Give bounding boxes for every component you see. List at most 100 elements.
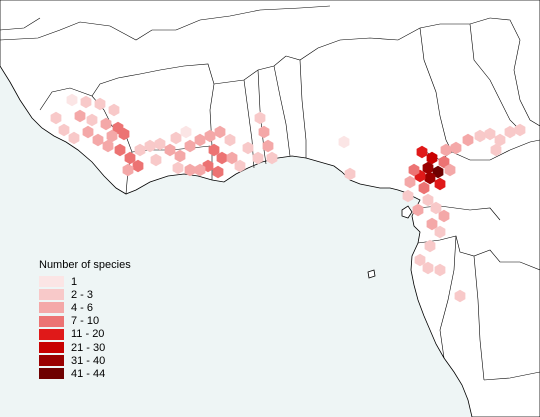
hex-cell [66, 93, 78, 107]
hex-cell [180, 125, 192, 139]
legend-label: 41 - 44 [71, 367, 106, 380]
hex-cell [408, 163, 420, 177]
hex-cell [422, 193, 434, 207]
legend-label: 1 [71, 275, 78, 288]
hex-cell [242, 141, 254, 155]
legend-swatch [39, 368, 64, 380]
legend-item: 4 - 6 [39, 301, 131, 314]
hex-cell [144, 139, 156, 153]
hex-cell [514, 123, 526, 137]
hex-cell [132, 159, 144, 173]
legend-item: 2 - 3 [39, 288, 131, 301]
hex-cell [154, 137, 166, 151]
hex-cell [422, 161, 434, 175]
hex-cell [184, 163, 196, 177]
hex-cell [426, 151, 438, 165]
hex-cell [426, 217, 438, 231]
hex-cell [262, 139, 274, 153]
legend-item: 41 - 44 [39, 367, 131, 380]
hex-cell [172, 161, 184, 175]
hex-cell [454, 289, 466, 303]
hex-cell [412, 203, 424, 217]
hex-cell [170, 131, 182, 145]
hex-cell [258, 125, 270, 139]
legend-item: 31 - 40 [39, 354, 131, 367]
hex-cell [82, 125, 94, 139]
hex-cell [434, 225, 446, 239]
hex-cell [440, 143, 452, 157]
hex-cell [404, 175, 416, 189]
legend-title: Number of species [39, 259, 131, 271]
legend-item: 1 [39, 275, 131, 288]
legend-swatch [39, 355, 64, 367]
legend-item: 21 - 30 [39, 341, 131, 354]
legend-label: 4 - 6 [71, 301, 94, 314]
hex-cell [106, 129, 118, 143]
hex-cell [424, 171, 436, 185]
species-hex-grid [50, 93, 526, 303]
hex-cell [80, 95, 92, 109]
legend-swatch [39, 289, 64, 301]
hex-cell [212, 165, 224, 179]
hex-cell [252, 151, 264, 165]
legend-swatch [39, 328, 64, 340]
hex-cell [108, 103, 120, 117]
hex-cell [194, 133, 206, 147]
hex-cell [434, 177, 446, 191]
legend-item: 11 - 20 [39, 328, 131, 341]
hex-cell [434, 263, 446, 277]
hex-cell [216, 151, 228, 165]
hex-cell [100, 117, 112, 131]
hex-cell [86, 113, 98, 127]
hex-cell [254, 111, 266, 125]
island-sao-tome [367, 269, 376, 279]
hex-cell [208, 143, 220, 157]
island-bioko [401, 205, 413, 219]
country-borders [0, 5, 540, 381]
hex-cell [402, 189, 414, 203]
legend-label: 2 - 3 [71, 288, 94, 301]
legend-label: 21 - 30 [71, 341, 106, 354]
hex-cell [438, 155, 450, 169]
hex-cell [490, 143, 502, 157]
hex-cell [438, 209, 450, 223]
hex-cell [50, 111, 62, 125]
hex-cell [92, 133, 104, 147]
hex-cell [134, 143, 146, 157]
hex-cell [414, 253, 426, 267]
hex-cell [204, 129, 216, 143]
hex-cell [338, 135, 350, 149]
hex-cell [450, 141, 462, 155]
hex-cell [114, 143, 126, 157]
hex-cell [184, 139, 196, 153]
hex-cell [194, 163, 206, 177]
legend-swatch [39, 302, 64, 314]
hex-cell [122, 163, 134, 177]
hex-cell [74, 109, 86, 123]
hex-cell [214, 125, 226, 139]
hex-cell [150, 153, 162, 167]
hex-cell [344, 167, 356, 181]
legend-swatch [39, 276, 64, 288]
hex-cell [462, 133, 474, 147]
hex-cell [418, 181, 430, 195]
hex-cell [68, 131, 80, 145]
hex-cell [474, 129, 486, 143]
hex-cell [444, 163, 456, 177]
legend-swatch [39, 342, 64, 354]
hex-cell [494, 133, 506, 147]
hex-cell [484, 127, 496, 141]
hex-cell [266, 151, 278, 165]
hex-cell [224, 133, 236, 147]
hex-cell [430, 201, 442, 215]
hex-cell [102, 139, 114, 153]
hex-cell [164, 143, 176, 157]
legend-label: 11 - 20 [71, 328, 105, 341]
hex-cell [226, 151, 238, 165]
legend-item: 7 - 10 [39, 315, 131, 328]
hex-cell [416, 145, 428, 159]
hex-cell [424, 239, 436, 253]
hex-cell [118, 127, 130, 141]
